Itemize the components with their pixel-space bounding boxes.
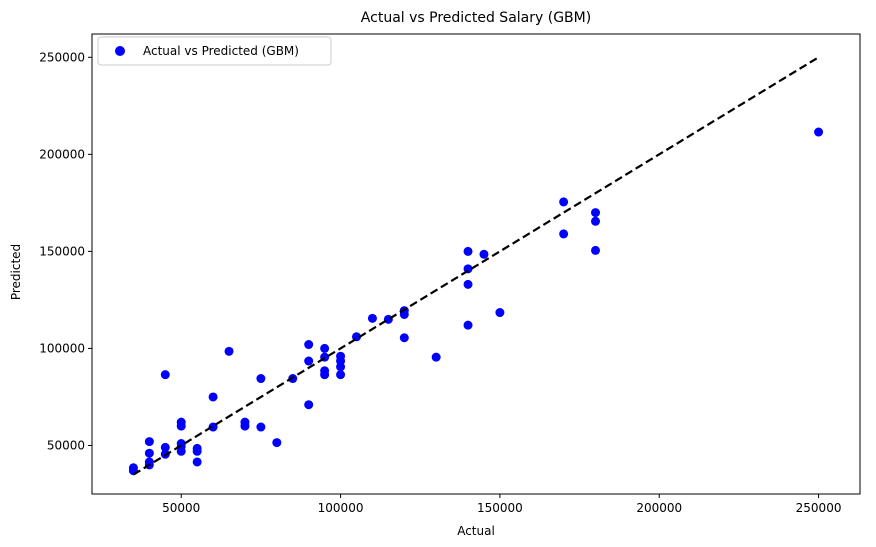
scatter-point (479, 249, 489, 259)
x-tick-label: 150000 (477, 501, 523, 515)
reference-line (132, 56, 820, 476)
scatter-point (128, 463, 138, 473)
chart-title: Actual vs Predicted Salary (GBM) (361, 10, 591, 26)
scatter-point (591, 216, 601, 226)
ticks-layer: 50000 100000 150000 200000 250000 50000 100000… (39, 50, 841, 515)
scatter-point (208, 392, 218, 402)
scatter-point (463, 320, 473, 330)
scatter-point (160, 370, 170, 380)
scatter-point (256, 374, 266, 384)
scatter-point (176, 417, 186, 427)
scatter-point (192, 443, 202, 453)
x-tick-label: 200000 (636, 501, 682, 515)
scatter-point (192, 457, 202, 467)
scatter-point (144, 457, 154, 467)
scatter-point (814, 127, 824, 137)
legend-marker (115, 46, 125, 56)
scatter-point (463, 246, 473, 256)
y-tick-label: 100000 (39, 341, 85, 355)
scatter-point (224, 346, 234, 356)
y-tick-label: 200000 (39, 147, 85, 161)
axes-frame (91, 33, 861, 495)
plot-area: 50000 100000 150000 200000 250000 50000 100000… (39, 33, 861, 515)
scatter-point (463, 279, 473, 289)
x-tick-label: 50000 (162, 501, 200, 515)
scatter-point (320, 343, 330, 353)
x-tick-label: 100000 (318, 501, 364, 515)
x-axis-label: Actual (457, 524, 495, 538)
scatter-point (304, 356, 314, 366)
legend: Actual vs Predicted (GBM) (97, 36, 332, 66)
scatter-point (591, 208, 601, 218)
scatter-point (304, 400, 314, 410)
scatter-point (591, 245, 601, 255)
scatter-point (160, 442, 170, 452)
scatter-point (336, 370, 346, 380)
legend-label: Actual vs Predicted (GBM) (143, 44, 299, 58)
x-tick-label: 250000 (796, 501, 842, 515)
y-tick-label: 50000 (47, 438, 85, 452)
scatter-point (367, 313, 377, 323)
scatter-point (272, 438, 282, 448)
y-axis-label: Predicted (9, 244, 23, 300)
y-tick-label: 250000 (39, 50, 85, 64)
y-tick-label: 150000 (39, 244, 85, 258)
scatter-point (256, 422, 266, 432)
scatter-point (240, 417, 250, 427)
scatter-point (399, 333, 409, 343)
scatter-point (320, 366, 330, 376)
scatter-point (336, 351, 346, 361)
scatter-point (559, 197, 569, 207)
legend-box (97, 36, 332, 66)
scatter-point (431, 352, 441, 362)
scatter-point (144, 448, 154, 458)
scatter-point (144, 437, 154, 447)
scatter-point (208, 422, 218, 432)
scatter-point (559, 229, 569, 239)
scatter-point (495, 308, 505, 318)
marks-layer (128, 56, 824, 476)
scatter-point (304, 340, 314, 350)
